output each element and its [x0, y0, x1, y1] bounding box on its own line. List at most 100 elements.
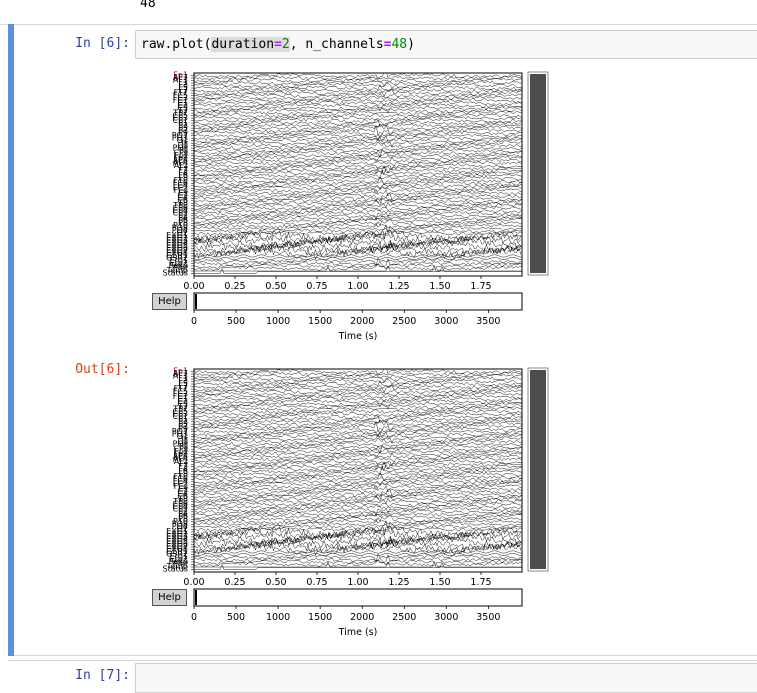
channel-label[interactable]: FCz	[174, 482, 188, 491]
channel-label[interactable]: F6	[178, 467, 188, 476]
channel-label[interactable]: Cz	[178, 484, 188, 493]
channel-label[interactable]: F1	[178, 78, 188, 87]
channel-label[interactable]: AF8	[173, 452, 188, 461]
channel-label[interactable]: AF3	[173, 372, 188, 381]
channel-label[interactable]: Fz	[179, 459, 188, 468]
channel-label[interactable]: F7	[178, 86, 188, 95]
channel-label[interactable]: Fp2	[173, 449, 188, 458]
channel-label[interactable]: AF8	[173, 156, 188, 165]
channel-label[interactable]: FC5	[173, 91, 188, 100]
next-cell[interactable]	[8, 660, 757, 691]
code-input[interactable]: raw.plot(duration=2, n_channels=48)	[135, 30, 757, 59]
channel-label[interactable]: C2	[177, 191, 188, 200]
channel-label[interactable]: GSR1	[166, 251, 188, 260]
channel-label[interactable]: FT7	[174, 88, 188, 97]
channel-label[interactable]: Erg2	[170, 555, 188, 564]
channel-label[interactable]: AF4	[173, 158, 188, 167]
channel-label[interactable]: Erg1	[170, 256, 188, 265]
channel-label[interactable]: P9	[178, 424, 188, 433]
channel-label[interactable]: F7	[178, 382, 188, 391]
channel-label[interactable]: CP3	[173, 409, 189, 418]
channel-label[interactable]: Temp	[166, 562, 188, 571]
channel-label[interactable]: EXG8	[166, 249, 188, 258]
raw-plot-canvas-output[interactable]: Fp1AF7AF3F1F3F5F7FT7FC5FC3FC1C1C3C5T7TP7…	[150, 366, 560, 651]
channel-label[interactable]: CP2	[173, 505, 189, 514]
channel-label[interactable]: FC4	[173, 477, 188, 486]
channel-label[interactable]: P8	[178, 515, 188, 524]
help-button[interactable]: Help	[152, 293, 187, 310]
channel-label[interactable]: Iz	[181, 434, 188, 443]
channel-label[interactable]: Fp1	[173, 367, 188, 376]
channel-label[interactable]: FC1	[173, 96, 188, 105]
channel-label[interactable]: P5	[178, 123, 188, 132]
channel-label[interactable]: P2	[178, 211, 188, 220]
channel-label[interactable]: T7	[177, 106, 188, 115]
channel-label[interactable]: P9	[178, 128, 188, 137]
channel-label[interactable]: Fz	[179, 163, 188, 172]
horizontal-scrollbar-thumb[interactable]	[195, 590, 197, 605]
channel-label[interactable]: CP3	[173, 113, 189, 122]
channel-label[interactable]: FT8	[174, 176, 188, 185]
channel-label[interactable]: P7	[178, 422, 188, 431]
channel-label[interactable]: TP8	[172, 201, 188, 210]
channel-label[interactable]: CPz	[173, 148, 188, 157]
channel-label[interactable]: PO7	[172, 427, 188, 436]
channel-label[interactable]: PO8	[172, 224, 188, 233]
channel-label[interactable]: P4	[178, 214, 188, 223]
channel-label[interactable]: Status	[163, 565, 189, 574]
channel-label[interactable]: Oz	[178, 437, 189, 446]
channel-label[interactable]: F3	[178, 81, 188, 90]
channel-label[interactable]: CP1	[173, 116, 189, 125]
channel-label[interactable]: C1	[177, 394, 188, 403]
channel-label[interactable]: PO8	[172, 520, 188, 529]
channel-label[interactable]: CP1	[173, 412, 189, 421]
channel-label[interactable]: EXG8	[166, 545, 188, 554]
channel-label[interactable]: PO4	[172, 522, 188, 531]
channel-label[interactable]: EXG6	[166, 540, 188, 549]
channel-label[interactable]: O2	[177, 229, 188, 238]
channel-label[interactable]: Resp	[169, 557, 188, 566]
channel-label[interactable]: F2	[178, 462, 188, 471]
channel-label[interactable]: EXG3	[166, 236, 188, 245]
channel-label[interactable]: GSR2	[166, 254, 188, 263]
channel-label[interactable]: EXG1	[166, 231, 188, 240]
channel-label[interactable]: F8	[178, 469, 188, 478]
channel-label[interactable]: EXG2	[166, 530, 188, 539]
channel-label[interactable]: P1	[178, 414, 188, 423]
channel-label[interactable]: Fpz	[174, 151, 188, 160]
channel-label[interactable]: C2	[177, 487, 188, 496]
raw-plot-figure[interactable]: Fp1 AF7 AF3 F1 F3 F5 F7 FT7 FC5 FC3 FC1 C1 C3 C5 T7 TP7…	[150, 70, 560, 355]
channel-label[interactable]: Pz	[179, 442, 188, 451]
channel-label[interactable]: C5	[177, 399, 188, 408]
channel-label[interactable]: GSR2	[166, 550, 188, 559]
channel-label[interactable]: F2	[178, 166, 188, 175]
channel-label[interactable]: POz	[173, 143, 188, 152]
channel-label[interactable]: EXG7	[166, 246, 188, 255]
channel-label[interactable]: Plet	[173, 560, 188, 569]
channel-label[interactable]: Status	[163, 269, 189, 278]
channel-label[interactable]: EXG5	[166, 241, 188, 250]
channel-label[interactable]: POz	[173, 439, 188, 448]
channel-label[interactable]: PO4	[172, 226, 188, 235]
channel-label[interactable]: AFz	[174, 457, 188, 466]
channel-label[interactable]: P10	[173, 221, 188, 230]
channel-label[interactable]: TP8	[172, 497, 188, 506]
channel-label[interactable]: EXG4	[166, 239, 188, 248]
channel-label[interactable]: CP5	[173, 111, 189, 120]
channel-label[interactable]: O1	[177, 432, 188, 441]
channel-label[interactable]: O2	[177, 525, 188, 534]
vertical-scrollbar-thumb[interactable]	[530, 74, 546, 273]
next-code-input[interactable]	[135, 663, 757, 693]
channel-label[interactable]: FC6	[173, 178, 188, 187]
channel-label[interactable]: CP5	[173, 407, 189, 416]
channel-label[interactable]: C4	[177, 490, 188, 499]
raw-plot-figure-output[interactable]: Fp1 AF7 AF3 F1 F3 F5 F7 FT7 FC5 FC3 FC1 C1 C3 C5 T7 TP7…	[150, 366, 560, 651]
horizontal-scrollbar-thumb[interactable]	[195, 294, 197, 309]
channel-label[interactable]: TP7	[172, 404, 188, 413]
channel-label[interactable]: Erg1	[170, 552, 188, 561]
channel-label[interactable]: FT8	[174, 472, 188, 481]
channel-label[interactable]: FC1	[173, 392, 188, 401]
channel-label[interactable]: C6	[177, 492, 188, 501]
channel-label[interactable]: EXG7	[166, 542, 188, 551]
channel-label[interactable]: Fpz	[174, 447, 188, 456]
